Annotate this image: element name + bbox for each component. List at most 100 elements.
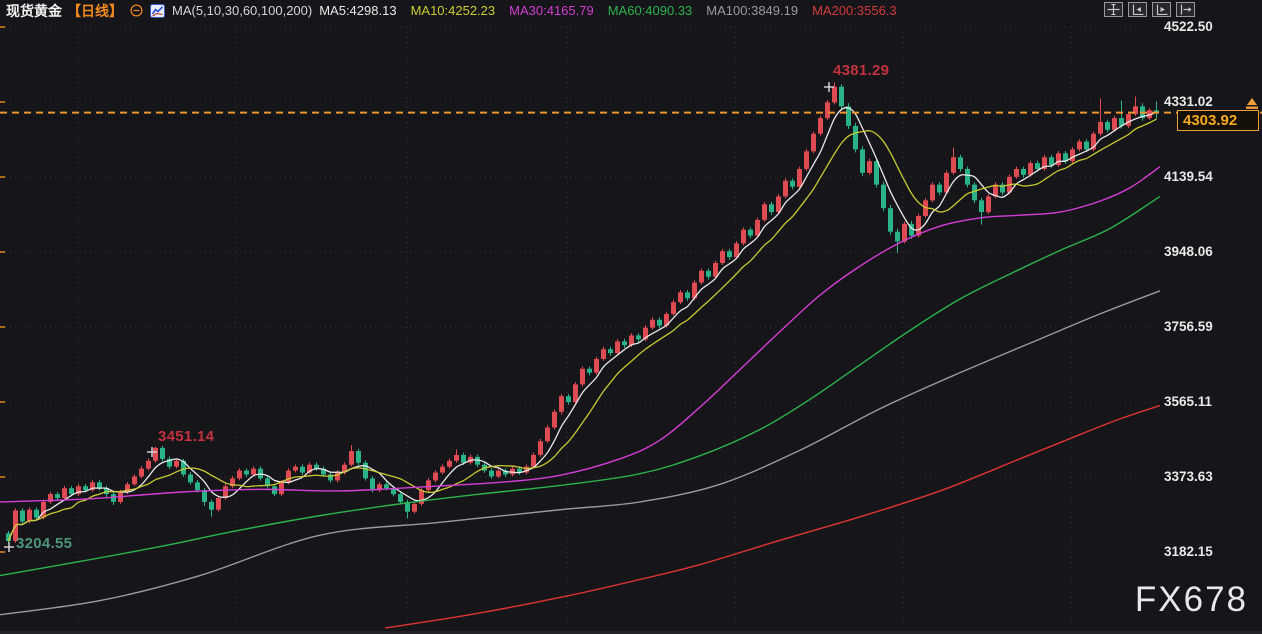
ma-line-ma30 <box>0 166 1161 503</box>
crosshair-icon[interactable] <box>1104 2 1123 17</box>
symbol-title: 现货黄金 <box>6 2 62 19</box>
candle-body <box>902 223 907 242</box>
candle-body <box>83 486 88 491</box>
candle-body <box>398 494 403 502</box>
ma-line-ma200 <box>384 404 1161 629</box>
candle-body <box>825 102 830 119</box>
candle-body <box>363 462 368 479</box>
candle-body <box>1084 141 1089 150</box>
candle-body <box>279 482 284 495</box>
collapse-indicator-icon[interactable] <box>130 4 143 17</box>
candle-body <box>615 341 620 354</box>
candle-body <box>860 149 865 173</box>
candle-body <box>1014 168 1019 177</box>
candle-body <box>979 200 984 213</box>
candle-body <box>69 488 74 495</box>
kline-app-icon[interactable] <box>150 3 165 18</box>
candle-body <box>958 157 963 169</box>
candle-body <box>293 466 298 471</box>
candle-body <box>811 133 816 152</box>
candle-body <box>496 470 501 477</box>
candle-body <box>769 204 774 213</box>
ma-line-ma5 <box>7 106 1157 542</box>
candle-body <box>965 168 970 185</box>
candle-body <box>524 466 529 473</box>
candle-body <box>300 466 305 473</box>
candle-body <box>685 292 690 299</box>
candle-body <box>265 478 270 487</box>
candle-body <box>1091 133 1096 150</box>
candle-body <box>202 490 207 502</box>
candle-body <box>1028 163 1033 175</box>
candle-body <box>657 319 662 326</box>
candle-body <box>237 470 242 479</box>
candle-body <box>230 478 235 487</box>
candle-body <box>797 168 802 187</box>
candle-body <box>195 482 200 491</box>
candle-body <box>433 472 438 481</box>
candle-body <box>734 243 739 258</box>
candle-body <box>146 460 151 469</box>
y-axis-label: 4522.50 <box>1164 19 1213 34</box>
price-arrow-marker <box>1244 97 1260 116</box>
ma-legend: MA5:4298.13 MA10:4252.23 MA30:4165.79 MA60:… <box>319 3 896 18</box>
candle-body <box>216 498 221 510</box>
candle-body <box>1133 106 1138 115</box>
y-axis-label: 4139.54 <box>1164 169 1213 184</box>
candle-body <box>650 319 655 328</box>
candle-body <box>706 270 711 277</box>
candle-body <box>587 368 592 373</box>
y-axis-label: 3182.15 <box>1164 543 1213 559</box>
ma-legend-ma200: MA200:3556.3 <box>812 3 897 18</box>
candle-body <box>1119 118 1124 126</box>
candle-body <box>594 358 599 373</box>
candle-body <box>426 480 431 491</box>
candle-body <box>944 172 949 193</box>
chart-header: 现货黄金 【日线】 MA(5,10,30,60,100,200) MA5:429… <box>0 0 1262 21</box>
candle-body <box>986 196 991 213</box>
ma-legend-ma5: MA5:4298.13 <box>319 3 397 18</box>
candle-body <box>132 476 137 485</box>
candle-body <box>678 292 683 303</box>
candle-body <box>517 468 522 473</box>
fit-left-axis-icon[interactable] <box>1128 2 1147 17</box>
candle-body <box>1077 141 1082 150</box>
candle-body <box>419 490 424 504</box>
candle-body <box>1098 121 1103 134</box>
candle-body <box>90 482 95 491</box>
ma-legend-ma30: MA30:4165.79 <box>509 3 594 18</box>
candle-body <box>335 472 340 481</box>
candle-body <box>76 486 81 495</box>
pan-right-icon[interactable] <box>1176 2 1195 17</box>
candle-body <box>818 118 823 134</box>
candle-body <box>790 180 795 187</box>
candle-body <box>888 208 893 232</box>
candle-body <box>349 450 354 465</box>
candle-body <box>1126 114 1131 126</box>
candle-body <box>391 488 396 495</box>
candle-body <box>741 229 746 244</box>
candle-body <box>622 341 627 346</box>
candle-body <box>34 509 39 518</box>
candle-body <box>475 456 480 465</box>
candle-body <box>692 282 697 299</box>
watermark: FX678 <box>1134 580 1248 619</box>
candle-body <box>601 349 606 359</box>
candle-body <box>244 470 249 475</box>
candle-body <box>755 219 760 236</box>
y-axis-label: 3565.11 <box>1164 393 1213 409</box>
candle-body <box>636 335 641 340</box>
goto-latest-icon[interactable] <box>1152 2 1171 17</box>
price-extreme-annotation: 4381.29 <box>833 62 890 79</box>
period-label: 【日线】 <box>67 2 123 19</box>
candle-body <box>1112 118 1117 130</box>
candle-body <box>20 510 25 522</box>
candle-body <box>209 501 214 510</box>
price-extreme-annotation: 3204.55 <box>16 535 73 552</box>
candle-body <box>1035 163 1040 169</box>
y-axis-label: 3756.59 <box>1164 318 1213 334</box>
candle-body <box>48 494 53 502</box>
candle-body <box>573 384 578 403</box>
